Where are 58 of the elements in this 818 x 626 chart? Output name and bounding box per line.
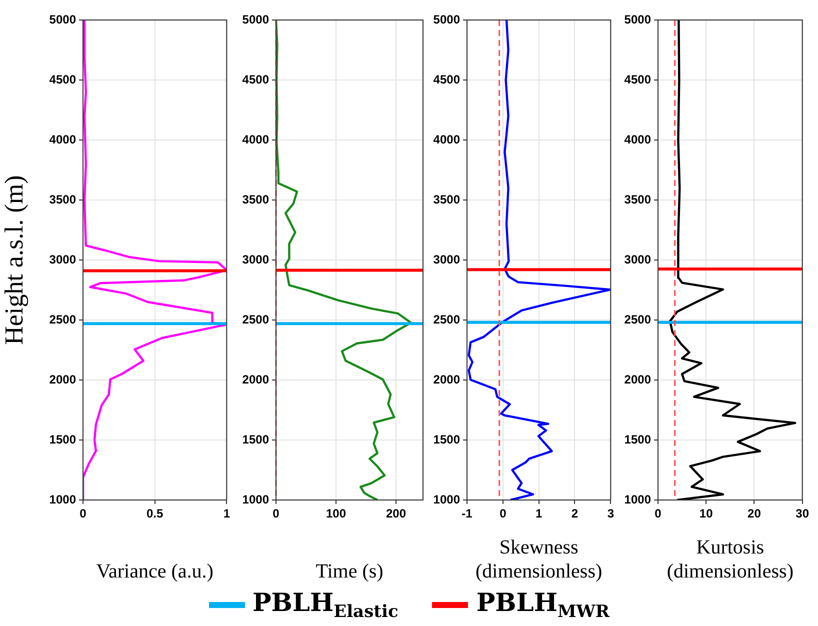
x-tick-label: -1 [462, 506, 473, 521]
y-tick-label: 3000 [242, 252, 270, 266]
y-tick-label: 4000 [49, 132, 76, 146]
x-axis-title: Time (s) [316, 560, 384, 582]
x-tick-label: 0 [80, 506, 87, 521]
y-tick-label: 3500 [49, 192, 76, 206]
x-tick-label: 20 [748, 506, 762, 521]
x-tick-label: 0 [654, 506, 662, 521]
x-axis-title: Skewness (dimensionless) [476, 536, 602, 582]
x-tick-label: 10 [699, 506, 714, 521]
y-tick-label: 1000 [624, 492, 652, 506]
legend-label: PBLH$_{MWR}$ [476, 588, 610, 622]
x-tick-label: 30 [796, 506, 810, 521]
x-tick-label: 200 [386, 506, 406, 521]
y-tick-label: 2500 [433, 312, 460, 326]
legend-label: PBLH$_{Elastic}$ [252, 588, 398, 622]
y-tick-label: 4500 [49, 72, 76, 86]
y-tick-label: 5000 [49, 12, 76, 26]
x-tick-label: 1 [223, 506, 230, 521]
y-tick-label: 4000 [242, 132, 270, 146]
y-tick-label: 4000 [624, 132, 652, 146]
x-tick-label: 100 [326, 506, 346, 521]
y-tick-label: 5000 [242, 12, 270, 26]
x-axis-title: Kurtosis (dimensionless) [666, 536, 794, 582]
y-tick-label: 1000 [242, 492, 270, 506]
y-tick-label: 4000 [433, 132, 460, 146]
y-tick-label: 2500 [242, 312, 270, 326]
y-tick-label: 5000 [624, 12, 652, 26]
x-tick-label: 3 [607, 506, 614, 521]
x-tick-label: 0 [272, 506, 280, 521]
x-tick-label: 1 [535, 506, 542, 521]
y-tick-label: 3000 [433, 252, 460, 266]
y-tick-label: 3000 [49, 252, 76, 266]
x-tick-label: 0.5 [146, 506, 164, 521]
y-tick-label: 3000 [624, 252, 652, 266]
y-tick-label: 2500 [49, 312, 76, 326]
y-tick-label: 1500 [242, 432, 270, 446]
x-axis-title: Variance (a.u.) [96, 560, 214, 582]
y-tick-label: 2000 [242, 372, 270, 386]
y-tick-label: 3500 [433, 192, 460, 206]
y-tick-label: 1000 [49, 492, 76, 506]
y-tick-label: 2500 [624, 312, 652, 326]
y-tick-label: 1000 [433, 492, 460, 506]
y-axis-title: Height a.s.l. (m) [0, 175, 28, 345]
y-tick-label: 2000 [49, 372, 76, 386]
y-tick-label: 3500 [242, 192, 270, 206]
x-tick-label: 2 [571, 506, 578, 521]
y-tick-label: 4500 [242, 72, 270, 86]
x-tick-label: 0 [500, 506, 507, 521]
y-tick-label: 5000 [433, 12, 460, 26]
y-tick-label: 4500 [433, 72, 460, 86]
y-tick-label: 2000 [624, 372, 652, 386]
y-tick-label: 1500 [624, 432, 652, 446]
y-tick-label: 2000 [433, 372, 460, 386]
y-tick-label: 1500 [49, 432, 76, 446]
y-tick-label: 1500 [433, 432, 460, 446]
y-tick-label: 3500 [624, 192, 652, 206]
y-tick-label: 4500 [624, 72, 652, 86]
